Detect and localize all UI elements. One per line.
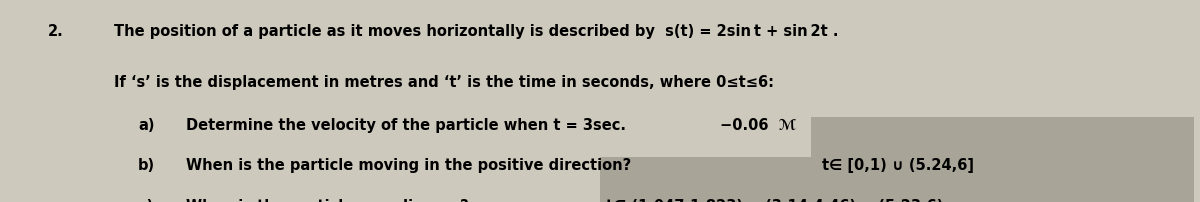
Text: The position of a particle as it moves horizontally is described by  s(t) = 2sin: The position of a particle as it moves h… (114, 24, 839, 39)
Text: When is the particle moving in the positive direction?: When is the particle moving in the posit… (186, 158, 631, 173)
Text: c): c) (138, 198, 154, 202)
Text: If ‘s’ is the displacement in metres and ‘t’ is the time in seconds, where 0≤t≤6: If ‘s’ is the displacement in metres and… (114, 75, 774, 90)
Text: t∈ [0,1) ∪ (5.24,6]: t∈ [0,1) ∪ (5.24,6] (822, 158, 974, 173)
Text: a): a) (138, 117, 155, 132)
Text: 2.: 2. (48, 24, 64, 39)
Text: t∈ (1.047,1.823) ∪ (3.14,4.46) ∪ (5.23,6): t∈ (1.047,1.823) ∪ (3.14,4.46) ∪ (5.23,6… (606, 198, 943, 202)
Text: When is the particle speeding up?: When is the particle speeding up? (186, 198, 469, 202)
Text: b): b) (138, 158, 155, 173)
FancyBboxPatch shape (600, 158, 1194, 202)
Text: Determine the velocity of the particle when t = 3sec.: Determine the velocity of the particle w… (186, 117, 626, 132)
Text: −0.06  ℳ: −0.06 ℳ (720, 117, 796, 132)
FancyBboxPatch shape (811, 117, 1194, 170)
